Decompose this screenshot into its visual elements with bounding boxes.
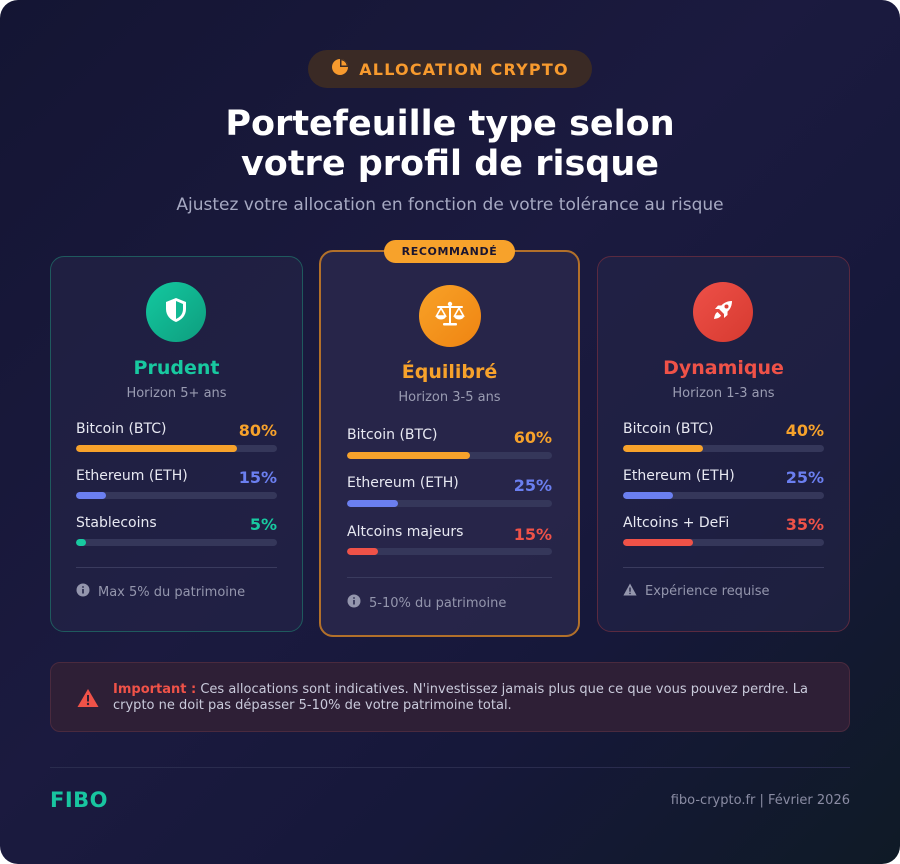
dynamique-row-3-label: Altcoins + DeFi <box>623 515 730 531</box>
prudent-row-1-track <box>76 445 277 452</box>
dynamique-row-3-track <box>623 539 824 546</box>
dynamique-row-2-fill <box>623 492 674 499</box>
dynamique-title: Dynamique <box>663 357 784 379</box>
equilibre-row-3-track <box>347 548 552 555</box>
dynamique-row-2-label: Ethereum (ETH) <box>623 468 735 484</box>
equilibre-row-3-percent: 15% <box>513 525 552 544</box>
equilibre-row-1-percent: 60% <box>513 428 552 447</box>
recommended-badge: RECOMMANDÉ <box>384 240 515 263</box>
warning-body: Ces allocations sont indicatives. N'inve… <box>113 682 808 713</box>
footer-divider <box>50 767 850 768</box>
equilibre-horizon: Horizon 3-5 ans <box>398 390 501 405</box>
equilibre-row-2-fill <box>347 500 399 507</box>
dynamique-note: Expérience requise <box>623 583 770 600</box>
info-icon <box>347 594 361 612</box>
equilibre-row-1-track <box>347 452 552 459</box>
brand-logo: FIBO <box>50 788 109 812</box>
prudent-row-1-label: Bitcoin (BTC) <box>76 421 167 437</box>
equilibre-row-2-track <box>347 500 552 507</box>
equilibre-note: 5-10% du patrimoine <box>347 594 506 612</box>
info-icon <box>76 583 90 601</box>
dynamique-icon-circle <box>693 282 753 342</box>
prudent-horizon: Horizon 5+ ans <box>126 386 227 401</box>
prudent-title: Prudent <box>133 357 220 379</box>
equilibre-row-3-fill <box>347 548 378 555</box>
prudent-note: Max 5% du patrimoine <box>76 583 245 601</box>
equilibre-divider <box>347 577 552 578</box>
prudent-row-3-label: Stablecoins <box>76 515 157 531</box>
dynamique-row-2-track <box>623 492 824 499</box>
scales-icon <box>434 301 466 331</box>
pie-chart-icon <box>331 58 349 80</box>
dynamique-row-1-fill <box>623 445 704 452</box>
prudent-row-1-fill <box>76 445 237 452</box>
dynamique-row-1-percent: 40% <box>785 421 824 440</box>
equilibre-row-1-fill <box>347 452 470 459</box>
prudent-row-3-track <box>76 539 277 546</box>
dynamique-row-3-fill <box>623 539 694 546</box>
prudent-row-2-percent: 15% <box>238 468 277 487</box>
dynamique-row-1-track <box>623 445 824 452</box>
page-title: Portefeuille type selon votre profil de … <box>0 104 900 184</box>
shield-icon <box>164 297 188 327</box>
warning-label: Important : <box>113 682 197 697</box>
prudent-row-3-percent: 5% <box>249 515 277 534</box>
equilibre-row-2-percent: 25% <box>513 476 552 495</box>
prudent-row-1-percent: 80% <box>238 421 277 440</box>
prudent-icon-circle <box>146 282 206 342</box>
page-subtitle: Ajustez votre allocation en fonction de … <box>176 195 724 215</box>
page-title-line-2: votre profil de risque <box>240 144 660 184</box>
prudent-row-2-track <box>76 492 277 499</box>
dynamique-row-3-percent: 35% <box>785 515 824 534</box>
category-badge-label: ALLOCATION CRYPTO <box>359 59 569 79</box>
equilibre-note-text: 5-10% du patrimoine <box>369 595 507 611</box>
prudent-row-2-label: Ethereum (ETH) <box>76 468 188 484</box>
equilibre-row-3-label: Altcoins majeurs <box>347 524 464 540</box>
dynamique-row-1-label: Bitcoin (BTC) <box>623 421 714 437</box>
prudent-row-2-fill <box>76 492 107 499</box>
dynamique-horizon: Horizon 1-3 ans <box>672 386 775 401</box>
dynamique-row-2-percent: 25% <box>785 468 824 487</box>
warning-message: Important : Ces allocations sont indicat… <box>113 682 833 714</box>
dynamique-note-text: Expérience requise <box>645 584 770 599</box>
equilibre-icon-circle <box>419 285 481 347</box>
category-badge: ALLOCATION CRYPTO <box>308 50 592 88</box>
footer-source-date: fibo-crypto.fr | Février 2026 <box>670 793 850 808</box>
equilibre-row-1-label: Bitcoin (BTC) <box>347 427 438 443</box>
equilibre-title: Équilibré <box>401 361 498 383</box>
rocket-icon <box>711 298 735 326</box>
profile-card-prudent <box>50 256 303 632</box>
important-warning-box: Important : Ces allocations sont indicat… <box>50 662 850 732</box>
equilibre-row-2-label: Ethereum (ETH) <box>347 475 459 491</box>
prudent-divider <box>76 567 277 568</box>
warning-triangle-icon <box>77 688 99 712</box>
prudent-note-text: Max 5% du patrimoine <box>98 584 246 600</box>
warning-icon <box>623 583 637 600</box>
prudent-row-3-fill <box>76 539 87 546</box>
page-title-line-1: Portefeuille type selon <box>225 104 675 144</box>
dynamique-divider <box>623 567 824 568</box>
